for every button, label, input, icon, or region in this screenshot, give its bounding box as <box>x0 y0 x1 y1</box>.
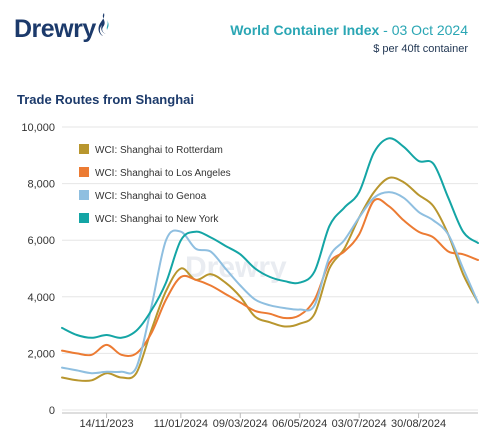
legend-label: WCI: Shanghai to Rotterdam <box>95 145 223 156</box>
x-tick-label: 30/08/2024 <box>391 418 446 430</box>
index-name: World Container Index <box>230 22 380 38</box>
legend-swatch <box>79 167 89 177</box>
drewry-logo: Drewry <box>14 13 111 44</box>
gridlines <box>62 126 478 411</box>
series-line-genoa <box>61 191 479 375</box>
x-tick-label: 14/11/2023 <box>79 418 133 430</box>
y-tick-label: 8,000 <box>27 179 55 191</box>
series-line-los-angeles <box>61 198 479 357</box>
flame-icon <box>98 13 109 36</box>
logo-text: Drewry <box>14 15 96 43</box>
series-line-rotterdam <box>61 176 479 382</box>
chart-title: Trade Routes from Shanghai <box>17 92 194 107</box>
y-tick-label: 10,000 <box>21 122 55 134</box>
x-axis: 14/11/2023 11/01/2024 09/03/2024 06/05/2024… <box>62 412 478 430</box>
series-lines <box>61 137 479 382</box>
x-tick-label: 06/05/2024 <box>272 418 327 430</box>
legend-swatch <box>79 190 89 200</box>
x-tick-label: 03/07/2024 <box>332 418 387 430</box>
y-axis-labels: 0 2,000 4,000 6,000 8,000 10,000 <box>21 122 55 417</box>
y-tick-label: 0 <box>49 405 55 417</box>
series-line-new-york <box>61 137 479 339</box>
legend-label: WCI: Shanghai to Genoa <box>95 191 207 202</box>
y-tick-label: 4,000 <box>27 292 55 304</box>
y-tick-label: 2,000 <box>27 348 55 360</box>
legend-label: WCI: Shanghai to Los Angeles <box>95 168 231 179</box>
unit-label: $ per 40ft container <box>373 43 468 55</box>
legend-swatch <box>79 144 89 154</box>
legend-label: WCI: Shanghai to New York <box>95 214 219 225</box>
legend-swatch <box>79 213 89 223</box>
y-tick-label: 6,000 <box>27 235 55 247</box>
index-title: World Container Index - 03 Oct 2024 <box>230 22 468 38</box>
header: World Container Index - 03 Oct 2024 $ pe… <box>230 22 468 55</box>
x-tick-label: 09/03/2024 <box>213 418 268 430</box>
legend: WCI: Shanghai to Rotterdam WCI: Shanghai … <box>79 144 231 225</box>
index-date: - 03 Oct 2024 <box>379 22 468 38</box>
x-tick-label: 11/01/2024 <box>154 418 208 430</box>
